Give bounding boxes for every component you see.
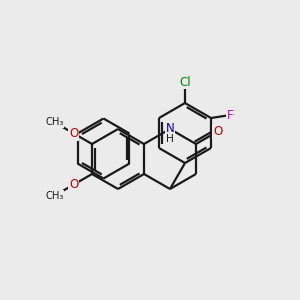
Text: CH₃: CH₃ xyxy=(45,191,64,201)
Text: O: O xyxy=(69,178,79,191)
Text: CH₃: CH₃ xyxy=(45,117,64,127)
Text: F: F xyxy=(227,109,234,122)
Text: H: H xyxy=(166,134,174,145)
Text: N: N xyxy=(166,122,174,136)
Text: O: O xyxy=(69,127,79,140)
Text: Cl: Cl xyxy=(179,76,191,88)
Text: O: O xyxy=(213,125,223,138)
